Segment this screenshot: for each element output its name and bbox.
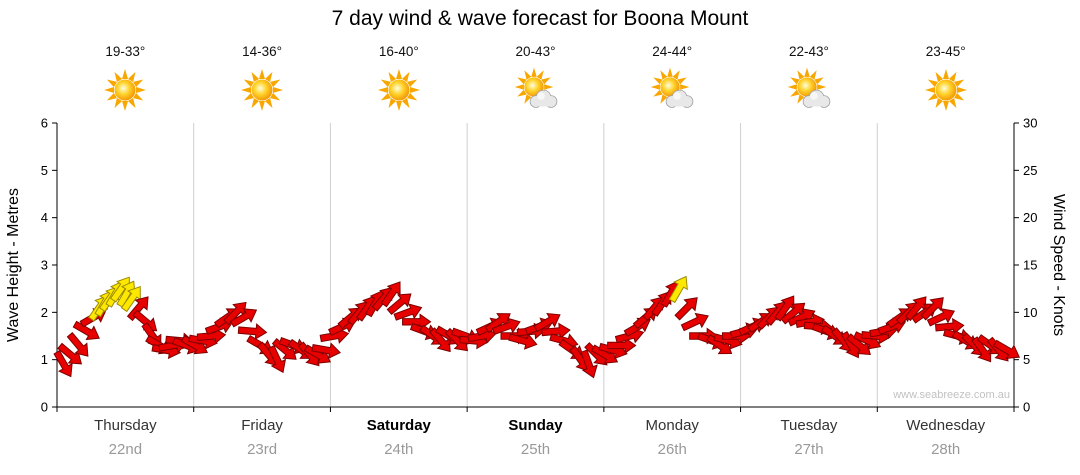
right-tick-label: 0 [1023, 400, 1030, 415]
wind-arrow [386, 293, 412, 316]
wind-arrow [580, 349, 598, 379]
wind-arrow [491, 317, 521, 335]
day-name-row: Thursday Friday Saturday Sunday Monday T… [57, 417, 1014, 434]
date-label-wednesday: 28th [931, 441, 961, 458]
sun-icon [330, 64, 467, 116]
sun-cloud-icon [467, 64, 604, 116]
watermark: www.seabreeze.com.au [893, 389, 1010, 401]
right-axis-label: Wind Speed - Knots [1050, 193, 1067, 337]
temperature-row: 19-33° 14-36° 16-40° 20-43° 24-44° 22-43… [57, 44, 1014, 59]
temp-range-monday: 24-44° [652, 44, 693, 59]
wind-arrow [533, 312, 561, 333]
right-tick-label: 10 [1023, 305, 1037, 320]
left-tick-label: 3 [41, 258, 48, 273]
left-tick-label: 6 [41, 116, 48, 131]
left-tick-label: 5 [41, 163, 48, 178]
wind-arrow [229, 308, 258, 328]
date-label-sunday: 25th [520, 441, 551, 458]
left-tick-label: 1 [41, 352, 48, 367]
sun-cloud-icon [604, 64, 741, 116]
date-label-monday: 26th [657, 441, 687, 458]
wind-arrow [992, 339, 1021, 360]
wind-arrow [926, 308, 956, 327]
day-label-tuesday: Tuesday [780, 417, 838, 434]
right-tick-label: 30 [1023, 116, 1037, 131]
temp-range-wednesday: 23-45° [925, 44, 966, 59]
date-label-friday: 23rd [247, 441, 278, 458]
wind-arrow [72, 320, 100, 341]
wind-arrow [668, 275, 688, 304]
right-tick-label: 25 [1023, 163, 1037, 178]
right-tick-label: 20 [1023, 210, 1037, 225]
day-label-monday: Monday [645, 417, 699, 434]
date-row: 22nd 23rd 24th 25th 26th 27th 28th [57, 441, 1014, 458]
temp-range-thursday: 19-33° [105, 44, 146, 59]
date-label-saturday: 24th [384, 441, 414, 458]
left-tick-label: 0 [41, 400, 48, 415]
temp-range-tuesday: 22-43° [788, 44, 829, 59]
right-tick-label: 5 [1023, 352, 1030, 367]
temp-range-saturday: 16-40° [378, 44, 419, 59]
temp-range-sunday: 20-43° [515, 44, 556, 59]
date-label-thursday: 22nd [108, 441, 143, 458]
sun-icon [57, 64, 194, 116]
left-axis-label: Wave Height - Metres [5, 187, 22, 343]
day-label-sunday: Sunday [508, 417, 563, 434]
wind-arrow [311, 342, 341, 360]
weather-icon-row [57, 64, 1014, 116]
wind-arrow [674, 297, 698, 321]
wind-arrow [53, 349, 73, 378]
day-label-thursday: Thursday [94, 417, 157, 434]
right-tick-label: 15 [1023, 258, 1037, 273]
left-tick-label: 2 [41, 305, 48, 320]
date-label-tuesday: 27th [794, 441, 824, 458]
sun-icon [877, 64, 1014, 116]
sun-icon [194, 64, 331, 116]
wind-arrow [126, 296, 149, 322]
wind-arrow [393, 303, 423, 321]
wind-arrow [680, 312, 709, 332]
wind-arrow [920, 297, 944, 321]
page-title: 7 day wind & wave forecast for Boona Mou… [331, 7, 749, 30]
day-label-saturday: Saturday [366, 417, 431, 434]
left-tick-label: 4 [41, 210, 48, 225]
day-label-wednesday: Wednesday [906, 417, 986, 434]
day-label-friday: Friday [241, 417, 283, 434]
wind-arrow [66, 331, 89, 357]
temp-range-friday: 14-36° [242, 44, 283, 59]
wind-arrow [267, 344, 287, 374]
sun-cloud-icon [741, 64, 878, 116]
